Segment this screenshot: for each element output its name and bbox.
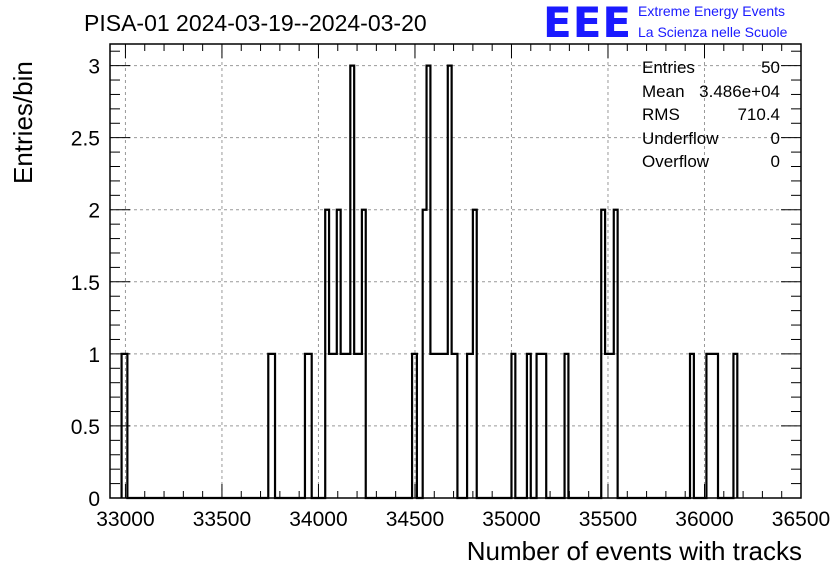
x-tick-label: 36000 [675,508,733,531]
stat-label: Underflow [642,128,719,148]
x-tick-label: 36500 [772,508,830,531]
stat-label: Entries [642,58,695,77]
x-tick-label: 33000 [96,508,154,531]
stat-value: 50 [761,58,780,77]
axis-tick-labels: 33000 33500 34000 34500 35000 35500 36000 36500… [71,56,830,531]
y-tick-label: 0.5 [71,416,100,439]
x-tick-label: 33500 [193,508,251,531]
stat-value: 0 [770,128,780,148]
x-axis-label: Number of events with tracks [466,536,802,566]
stat-label: Overflow [642,152,710,171]
x-tick-label: 35000 [482,508,540,531]
x-tick-label: 35500 [579,508,637,531]
y-tick-label: 1 [88,344,100,367]
y-tick-label: 2 [88,200,100,223]
stat-value: 0 [770,152,780,171]
stat-row-entries: Entries 50 [642,58,780,82]
y-tick-label: 3 [88,56,100,79]
stat-label: RMS [642,105,680,124]
x-tick-label: 34500 [386,508,444,531]
stat-value: 710.4 [737,105,780,124]
statistics-box: Entries 50 Mean 3.486e+04 RMS 710.4 Unde… [642,58,780,176]
axis-ticks [110,44,802,499]
chart-title: PISA-01 2024-03-19--2024-03-20 [84,10,427,36]
y-axis-label: Entries/bin [8,61,38,184]
y-tick-label: 0 [88,488,100,511]
y-tick-label: 2.5 [71,128,100,151]
brand-line-1: Extreme Energy Events [638,3,786,19]
stat-value: 3.486e+04 [699,81,780,101]
y-tick-label: 1.5 [71,272,100,295]
stat-row-mean: Mean 3.486e+04 [642,82,780,106]
x-tick-label: 34000 [289,508,347,531]
stat-row-rms: RMS 710.4 [642,105,780,129]
brand-line-2: La Scienza nelle Scuole [638,24,788,40]
histogram-bin [430,354,447,498]
plot-frame [109,43,802,499]
stat-row-overflow: Overflow 0 [642,152,780,176]
eee-logo: EEE [543,0,633,47]
stat-row-underflow: Underflow 0 [642,129,780,153]
stat-label: Mean [642,81,685,101]
histogram-step-line [120,64,739,500]
